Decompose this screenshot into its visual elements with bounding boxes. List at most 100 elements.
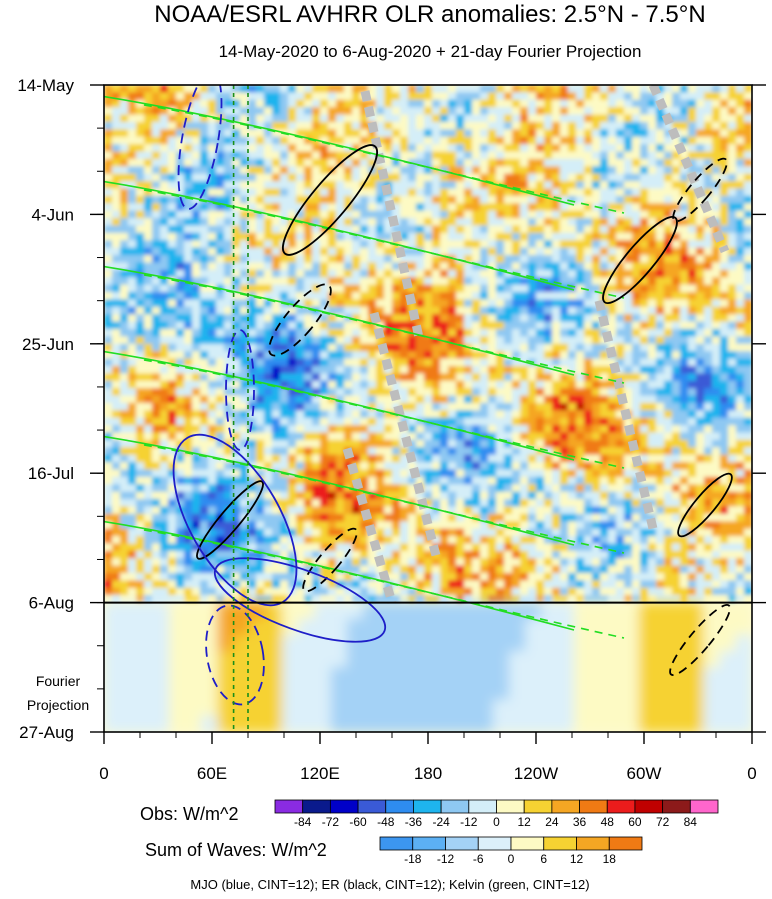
obs-cell (168, 365, 177, 374)
obs-cell (368, 158, 377, 167)
obs-cell (248, 181, 257, 190)
obs-cell (472, 425, 481, 434)
obs-cell (624, 121, 633, 130)
obs-cell (192, 240, 201, 249)
obs-cell (320, 247, 329, 256)
obs-cell (256, 528, 265, 537)
obs-cell (272, 521, 281, 530)
obs-cell (440, 417, 449, 426)
obs-cell (616, 121, 625, 130)
obs-cell (128, 210, 137, 219)
obs-cell (384, 425, 393, 434)
obs-cell (648, 513, 657, 522)
obs-cell (432, 151, 441, 160)
obs-cell (144, 225, 153, 234)
obs-cell (352, 425, 361, 434)
obs-cell (656, 336, 665, 345)
obs-cell (128, 314, 137, 323)
obs-cell (120, 321, 129, 330)
obs-cell (280, 499, 289, 508)
obs-cell (744, 358, 752, 367)
obs-cell (336, 121, 345, 130)
obs-cell (688, 92, 697, 101)
obs-cell (200, 439, 209, 448)
obs-cell (504, 284, 513, 293)
obs-cell (608, 469, 617, 478)
obs-cell (696, 417, 705, 426)
obs-cell (432, 99, 441, 108)
obs-cell (736, 506, 745, 515)
obs-cell (160, 121, 169, 130)
obs-cell (128, 188, 137, 197)
obs-cell (600, 85, 609, 93)
obs-cell (400, 269, 409, 278)
obs-cell (248, 447, 257, 456)
obs-cell (640, 247, 649, 256)
obs-cell (392, 92, 401, 101)
obs-cell (328, 173, 337, 182)
obs-cell (480, 513, 489, 522)
obs-cell (528, 277, 537, 286)
obs-cell (400, 121, 409, 130)
obs-cell (384, 395, 393, 404)
obs-cell (464, 476, 473, 485)
obs-cell (720, 388, 729, 397)
obs-cell (368, 99, 377, 108)
obs-cell (352, 365, 361, 374)
obs-cell (576, 181, 585, 190)
obs-cell (648, 181, 657, 190)
obs-cell (136, 513, 145, 522)
obs-cell (200, 269, 209, 278)
obs-cell (448, 521, 457, 530)
obs-cell (544, 439, 553, 448)
obs-cell (400, 306, 409, 315)
obs-cell (424, 476, 433, 485)
obs-cell (576, 99, 585, 108)
obs-cell (256, 85, 265, 93)
obs-cell (456, 388, 465, 397)
obs-cell (672, 417, 681, 426)
obs-cell (640, 107, 649, 116)
obs-cell (608, 439, 617, 448)
obs-cell (488, 462, 497, 471)
obs-cell (352, 499, 361, 508)
obs-cell (608, 114, 617, 123)
obs-cell (368, 292, 377, 301)
obs-cell (560, 173, 569, 182)
obs-cell (120, 195, 129, 204)
obs-cell (480, 402, 489, 411)
obs-cell (112, 136, 121, 145)
obs-cell (472, 417, 481, 426)
obs-cell (304, 454, 313, 463)
obs-cell (168, 410, 177, 419)
obs-cell (448, 158, 457, 167)
obs-cell (488, 314, 497, 323)
obs-cell (320, 454, 329, 463)
obs-cell (208, 314, 217, 323)
obs-cell (624, 262, 633, 271)
obs-cell (552, 136, 561, 145)
obs-cell (104, 380, 113, 389)
obs-cell (552, 173, 561, 182)
obs-cell (392, 151, 401, 160)
obs-cell (560, 358, 569, 367)
obs-cell (448, 447, 457, 456)
obs-cell (696, 210, 705, 219)
obs-cell (432, 218, 441, 227)
obs-cell (680, 454, 689, 463)
obs-cell (424, 299, 433, 308)
obs-cell (616, 447, 625, 456)
obs-cell (504, 358, 513, 367)
obs-cell (552, 329, 561, 337)
obs-cell (528, 247, 537, 256)
obs-cell (600, 144, 609, 153)
obs-cell (696, 299, 705, 308)
obs-cell (648, 240, 657, 249)
obs-cell (440, 99, 449, 108)
obs-cell (552, 484, 561, 493)
obs-cell (176, 447, 185, 456)
obs-cell (312, 499, 321, 508)
obs-cell (472, 121, 481, 130)
obs-cell (416, 513, 425, 522)
obs-cell (496, 166, 505, 175)
